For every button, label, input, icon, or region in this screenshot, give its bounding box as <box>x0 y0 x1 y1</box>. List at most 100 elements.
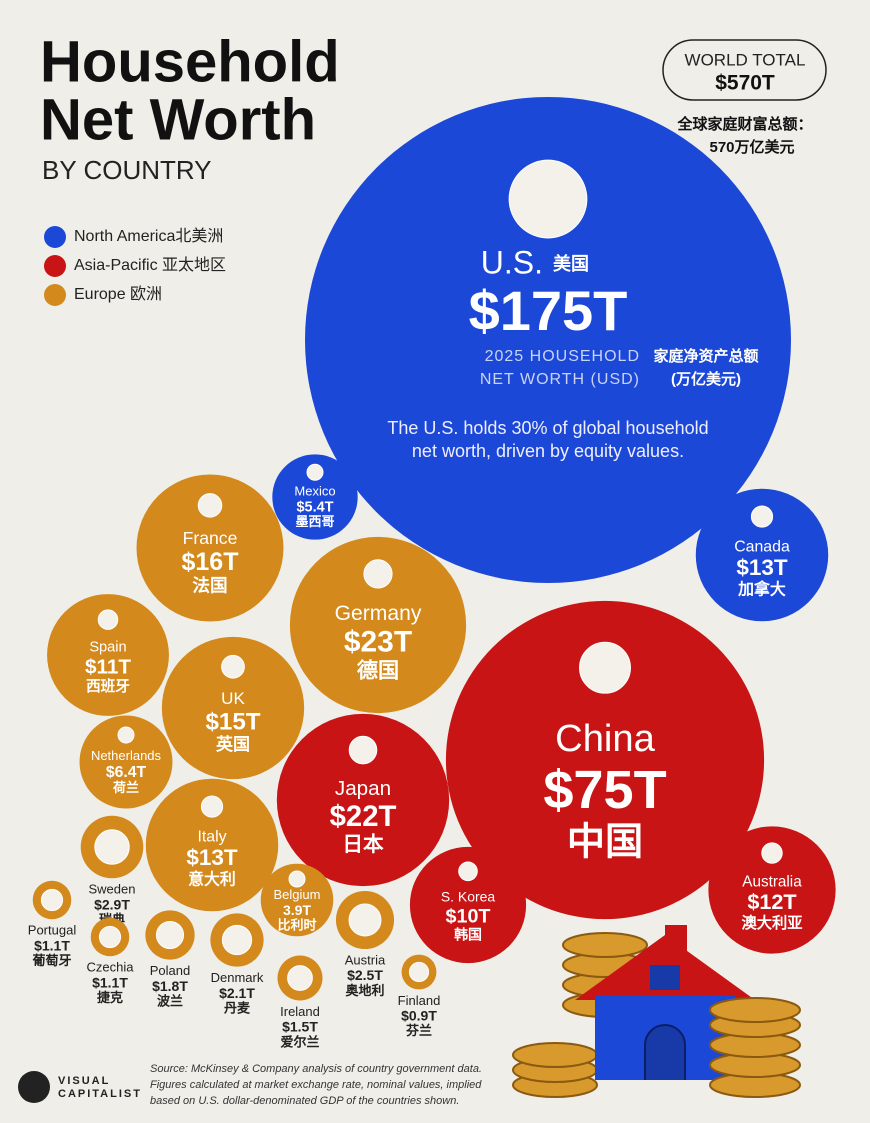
country-name-zh: 比利时 <box>277 917 316 932</box>
flag-icon <box>508 159 588 239</box>
country-name: China <box>555 717 655 760</box>
chart-title: Net Worth <box>40 87 316 152</box>
value-label: 3.9T <box>283 902 311 918</box>
country-name: Poland <box>150 963 190 978</box>
flag-icon <box>348 735 378 765</box>
bubble <box>79 715 173 809</box>
country-name: Japan <box>335 777 391 800</box>
bubble <box>708 826 836 954</box>
country-name-zh: 荷兰 <box>112 780 139 795</box>
annotation: net worth, driven by equity values. <box>412 441 684 461</box>
bubble <box>695 488 829 622</box>
value-label: $22T <box>330 800 397 833</box>
annotation: The U.S. holds 30% of global household <box>387 418 708 438</box>
bubble <box>161 636 305 780</box>
flag-icon <box>200 795 224 818</box>
value-label: $11T <box>85 655 131 678</box>
value-label: $2.9T <box>94 896 130 912</box>
value-label: $175T <box>469 279 628 342</box>
flag-icon <box>761 842 783 864</box>
measure-label: 2025 HOUSEHOLD <box>485 348 640 365</box>
country-name: France <box>183 528 238 548</box>
country-name: U.S. <box>481 244 543 280</box>
legend-label: Asia-Pacific 亚太地区 <box>74 256 226 274</box>
total-value: $570T <box>715 72 775 95</box>
country-name-zh: 爱尔兰 <box>280 1034 319 1049</box>
country-name: Czechia <box>87 960 135 975</box>
flag-icon <box>306 463 324 481</box>
flag-icon <box>98 925 122 949</box>
country-name-zh: 波兰 <box>157 993 183 1008</box>
bubbles: U.S. 美国$175TMexico$5.4T墨西哥Canada$13T加拿大Ch… <box>28 97 836 1049</box>
legend-label: Europe 欧洲 <box>74 285 162 303</box>
country-name-zh: 奥地利 <box>345 983 384 998</box>
house-illustration <box>512 925 801 1098</box>
country-name: S. Korea <box>441 889 495 905</box>
source: Source: McKinsey & Company analysis of c… <box>150 1063 482 1075</box>
flag-icon <box>94 829 130 865</box>
legend-label: North America北美洲 <box>74 227 223 245</box>
flag-icon <box>221 924 253 956</box>
flag-icon <box>40 888 64 912</box>
legend: North America北美洲 Asia-Pacific 亚太地区 Europe … <box>44 226 226 306</box>
total-box <box>662 39 827 101</box>
flag-icon <box>197 493 223 518</box>
country-name-zh: 芬兰 <box>405 1023 432 1038</box>
country-name: UK <box>221 689 245 708</box>
measure-label-zh: 家庭净资产总额 <box>653 347 758 365</box>
flag-icon <box>579 641 631 694</box>
country-name-zh: 澳大利亚 <box>741 914 802 932</box>
value-label: $1.5T <box>282 1019 318 1035</box>
flag-icon <box>221 654 245 679</box>
total-label: WORLD TOTAL <box>685 50 806 69</box>
legend-swatch <box>44 255 66 277</box>
value-label: $2.5T <box>347 967 383 983</box>
country-name: Netherlands <box>91 748 162 763</box>
country-name: Austria <box>345 952 386 967</box>
value-label: $1.1T <box>34 937 70 953</box>
country-name: Spain <box>89 640 126 656</box>
value-label: $13T <box>186 845 238 870</box>
value-label: $12T <box>747 889 796 914</box>
bubble <box>260 863 334 937</box>
value-label: $75T <box>543 760 666 820</box>
value-label: $6.4T <box>106 764 147 781</box>
bubble <box>409 846 527 964</box>
country-name-zh: 美国 <box>553 253 589 274</box>
legend-swatch <box>44 226 66 248</box>
us-details: 2025 HOUSEHOLD NET WORTH (USD) 家庭净资产总额 (… <box>387 347 758 461</box>
measure-label-zh: (万亿美元) <box>671 370 741 388</box>
flag-icon <box>408 961 430 983</box>
value-label: $10T <box>446 905 491 927</box>
flag-icon <box>348 903 382 937</box>
country-name: Portugal <box>28 923 77 938</box>
flag-icon <box>750 505 774 528</box>
country-name: Denmark <box>211 970 264 985</box>
bubble <box>47 594 169 716</box>
country-name-zh: 捷克 <box>97 990 123 1005</box>
chart-subtitle: BY COUNTRY <box>42 155 212 185</box>
country-name-zh: 德国 <box>357 658 399 682</box>
country-name-zh: 丹麦 <box>224 1000 251 1015</box>
source: Figures calculated at market exchange ra… <box>150 1079 482 1091</box>
country-name: Italy <box>197 828 226 845</box>
value-label: $5.4T <box>296 499 333 515</box>
value-label: $23T <box>344 625 412 658</box>
country-name-zh: 日本 <box>342 833 384 856</box>
bubble <box>272 454 358 540</box>
bubble <box>289 536 467 714</box>
value-label: $13T <box>736 555 788 580</box>
bubble <box>305 97 791 583</box>
country-name: Australia <box>742 873 802 890</box>
total-note: 570万亿美元 <box>709 138 794 156</box>
source: based on U.S. dollar-denominated GDP of … <box>150 1095 459 1107</box>
country-name-zh: 葡萄牙 <box>31 953 71 968</box>
country-name: Mexico <box>294 483 335 498</box>
country-name-zh: 英国 <box>216 734 250 754</box>
legend-swatch <box>44 284 66 306</box>
country-name-zh: 韩国 <box>454 926 482 942</box>
brand-name: VISUAL <box>58 1075 110 1087</box>
value-label: $16T <box>182 548 239 576</box>
value-label: $1.1T <box>92 974 128 990</box>
